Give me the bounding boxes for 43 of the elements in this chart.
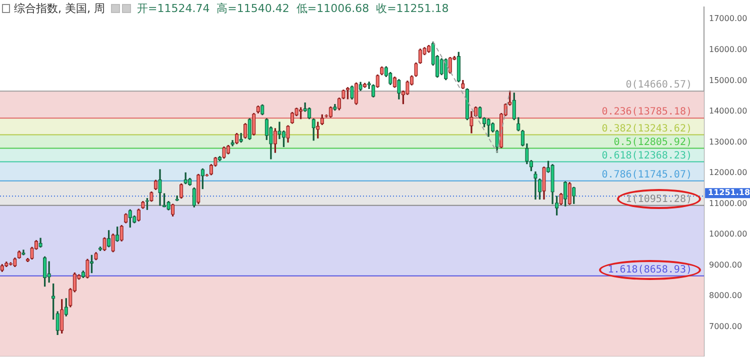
y-tick-label: 12000.00 xyxy=(709,168,748,178)
candlestick xyxy=(218,156,222,162)
candlestick xyxy=(90,254,94,274)
candlestick xyxy=(226,145,230,154)
y-tick-label: 9000.00 xyxy=(709,260,742,270)
ref-line-label: 1.618(8658.93) xyxy=(608,264,692,276)
y-tick-label: 10000.00 xyxy=(709,230,748,239)
candlestick xyxy=(42,256,47,287)
candlestick xyxy=(346,87,350,100)
y-tick-label: 8000.00 xyxy=(709,291,742,300)
y-tick-label: 16000.00 xyxy=(709,44,748,54)
candlestick xyxy=(81,270,86,278)
y-tick-label: 13000.00 xyxy=(709,137,748,146)
y-tick-label: 17000.00 xyxy=(709,14,748,24)
chart-title: 综合指数, 美国, 周 xyxy=(14,2,105,15)
candlestick xyxy=(298,107,303,120)
candlestick xyxy=(145,198,150,210)
candlestick xyxy=(426,44,431,53)
candlestick xyxy=(106,230,111,248)
ref-line-label: 0.5(12805.92) xyxy=(614,136,692,148)
candlestick xyxy=(273,128,278,153)
y-tick-label: 15000.00 xyxy=(709,76,748,85)
y-tick-label: 11000.00 xyxy=(709,198,748,208)
ref-line-label: 0(14660.57) xyxy=(626,80,692,91)
y-tick-label: 14000.00 xyxy=(709,106,748,116)
candlestick xyxy=(170,204,175,216)
candlestick xyxy=(354,82,358,105)
ref-line-label: 1(10951.28) xyxy=(626,194,692,205)
ref-line-label: 0.786(11745.07) xyxy=(602,169,692,180)
candlestick xyxy=(362,82,367,88)
candlestick xyxy=(534,171,538,200)
ref-line-label: 11251.18 xyxy=(708,188,750,198)
candlestick xyxy=(234,132,239,144)
candlestick xyxy=(290,112,294,124)
ref-line-label: 0.382(13243.62) xyxy=(602,123,692,134)
candlestick xyxy=(154,180,158,190)
candlestick xyxy=(47,261,51,283)
ref-line-label: 0.236(13785.18) xyxy=(602,106,692,118)
candlestick xyxy=(278,122,282,140)
y-tick-label: 7000.00 xyxy=(709,322,742,332)
ref-line-label: 0.618(12368.23) xyxy=(602,150,692,162)
candlestick xyxy=(465,88,470,120)
chart-subtitle: 开=11524.74 高=11540.42 低=11006.68 收=11251.18 xyxy=(136,2,449,15)
